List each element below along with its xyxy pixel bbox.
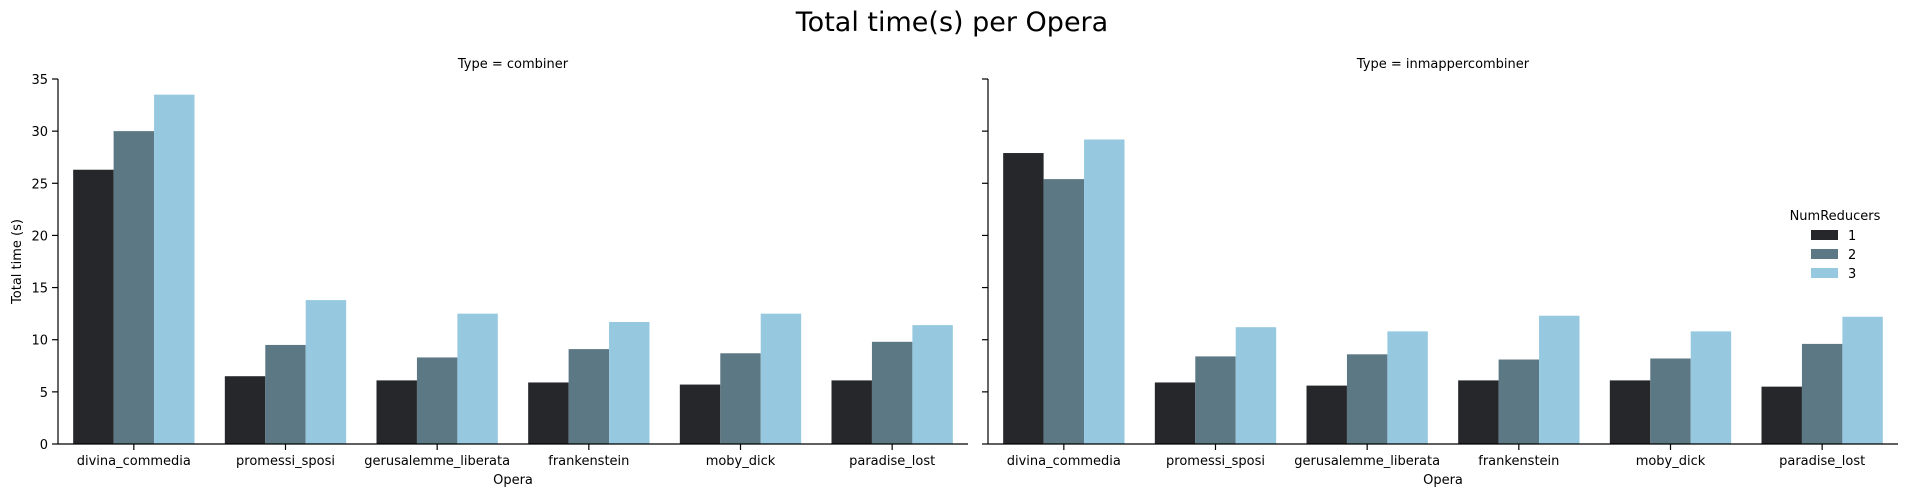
legend-label-3: 3 <box>1848 267 1856 282</box>
bar-moby_dick-reducers-3 <box>1690 331 1732 444</box>
x-axis-label: Opera <box>493 473 533 488</box>
facet-title: Type = combiner <box>457 57 569 72</box>
x-tick-label: divina_commedia <box>1007 454 1121 469</box>
facet-title: Type = inmappercombiner <box>1356 57 1530 72</box>
y-tick-label: 35 <box>31 73 48 88</box>
bar-promessi_sposi-reducers-3 <box>1235 327 1277 444</box>
bar-gerusalemme_liberata-reducers-1 <box>376 380 417 444</box>
bar-frankenstein-reducers-3 <box>1539 315 1580 444</box>
chart-title: Total time(s) per Opera <box>795 7 1108 38</box>
x-axis-label: Opera <box>1423 473 1463 488</box>
bar-divina_commedia-reducers-2 <box>1043 179 1085 445</box>
bar-moby_dick-reducers-1 <box>679 384 721 444</box>
bar-promessi_sposi-reducers-1 <box>224 376 266 444</box>
bar-promessi_sposi-reducers-2 <box>265 344 306 444</box>
bar-divina_commedia-reducers-2 <box>113 131 155 444</box>
bar-moby_dick-reducers-2 <box>720 353 761 444</box>
legend-title: NumReducers <box>1790 209 1881 224</box>
bar-promessi_sposi-reducers-1 <box>1154 382 1196 444</box>
x-tick-label: promessi_sposi <box>1166 454 1265 469</box>
x-tick-label: frankenstein <box>548 454 629 469</box>
x-tick-label: promessi_sposi <box>236 454 335 469</box>
y-axis-label: Total time (s) <box>10 219 25 305</box>
bar-paradise_lost-reducers-2 <box>871 341 913 444</box>
bar-gerusalemme_liberata-reducers-3 <box>457 313 498 444</box>
y-tick-label: 25 <box>31 177 48 192</box>
bar-moby_dick-reducers-2 <box>1650 358 1691 444</box>
bar-moby_dick-reducers-1 <box>1609 380 1651 444</box>
bar-divina_commedia-reducers-1 <box>1003 153 1044 445</box>
bar-frankenstein-reducers-2 <box>568 349 610 444</box>
x-tick-label: divina_commedia <box>77 454 191 469</box>
x-tick-label: gerusalemme_liberata <box>1294 454 1440 469</box>
bar-promessi_sposi-reducers-3 <box>305 300 347 444</box>
y-tick-label: 5 <box>40 386 48 401</box>
y-tick-label: 15 <box>31 282 48 297</box>
x-tick-label: gerusalemme_liberata <box>364 454 510 469</box>
bar-moby_dick-reducers-3 <box>760 313 802 444</box>
bar-frankenstein-reducers-1 <box>1458 380 1499 444</box>
bar-paradise_lost-reducers-1 <box>1761 386 1802 444</box>
y-tick-label: 20 <box>31 229 48 244</box>
bar-paradise_lost-reducers-3 <box>1842 316 1883 444</box>
legend-swatch-1 <box>1811 230 1838 240</box>
bar-gerusalemme_liberata-reducers-2 <box>416 357 458 444</box>
x-tick-label: paradise_lost <box>1779 454 1865 469</box>
bar-paradise_lost-reducers-3 <box>912 325 953 444</box>
bar-divina_commedia-reducers-1 <box>73 169 114 445</box>
x-tick-label: moby_dick <box>706 454 776 469</box>
y-tick-label: 30 <box>31 125 48 140</box>
legend-label-2: 2 <box>1848 248 1856 263</box>
legend-label-1: 1 <box>1848 229 1856 244</box>
bar-promessi_sposi-reducers-2 <box>1195 356 1236 444</box>
legend: NumReducers 1 2 3 <box>1790 209 1881 282</box>
x-tick-label: paradise_lost <box>849 454 935 469</box>
facet-panel-2: Type = inmappercombiner divina_commedia pr… <box>982 57 1898 488</box>
facet-panel-1: Type = combiner 0 5 10 15 20 25 30 35 divina_comm… <box>31 57 968 488</box>
bar-gerusalemme_liberata-reducers-3 <box>1387 331 1428 444</box>
legend-swatch-2 <box>1811 249 1838 259</box>
y-tick-label: 0 <box>40 438 48 453</box>
legend-swatch-3 <box>1811 268 1838 278</box>
bar-divina_commedia-reducers-3 <box>154 94 195 444</box>
y-tick-label: 10 <box>31 334 48 349</box>
bar-gerusalemme_liberata-reducers-2 <box>1346 354 1388 444</box>
x-tick-label: frankenstein <box>1478 454 1559 469</box>
bar-frankenstein-reducers-1 <box>528 382 569 444</box>
bar-frankenstein-reducers-2 <box>1498 359 1540 444</box>
bar-paradise_lost-reducers-2 <box>1801 343 1843 444</box>
bar-paradise_lost-reducers-1 <box>831 380 872 444</box>
bar-divina_commedia-reducers-3 <box>1084 139 1125 445</box>
bar-frankenstein-reducers-3 <box>609 321 650 444</box>
x-tick-label: moby_dick <box>1636 454 1706 469</box>
bar-gerusalemme_liberata-reducers-1 <box>1306 385 1347 444</box>
